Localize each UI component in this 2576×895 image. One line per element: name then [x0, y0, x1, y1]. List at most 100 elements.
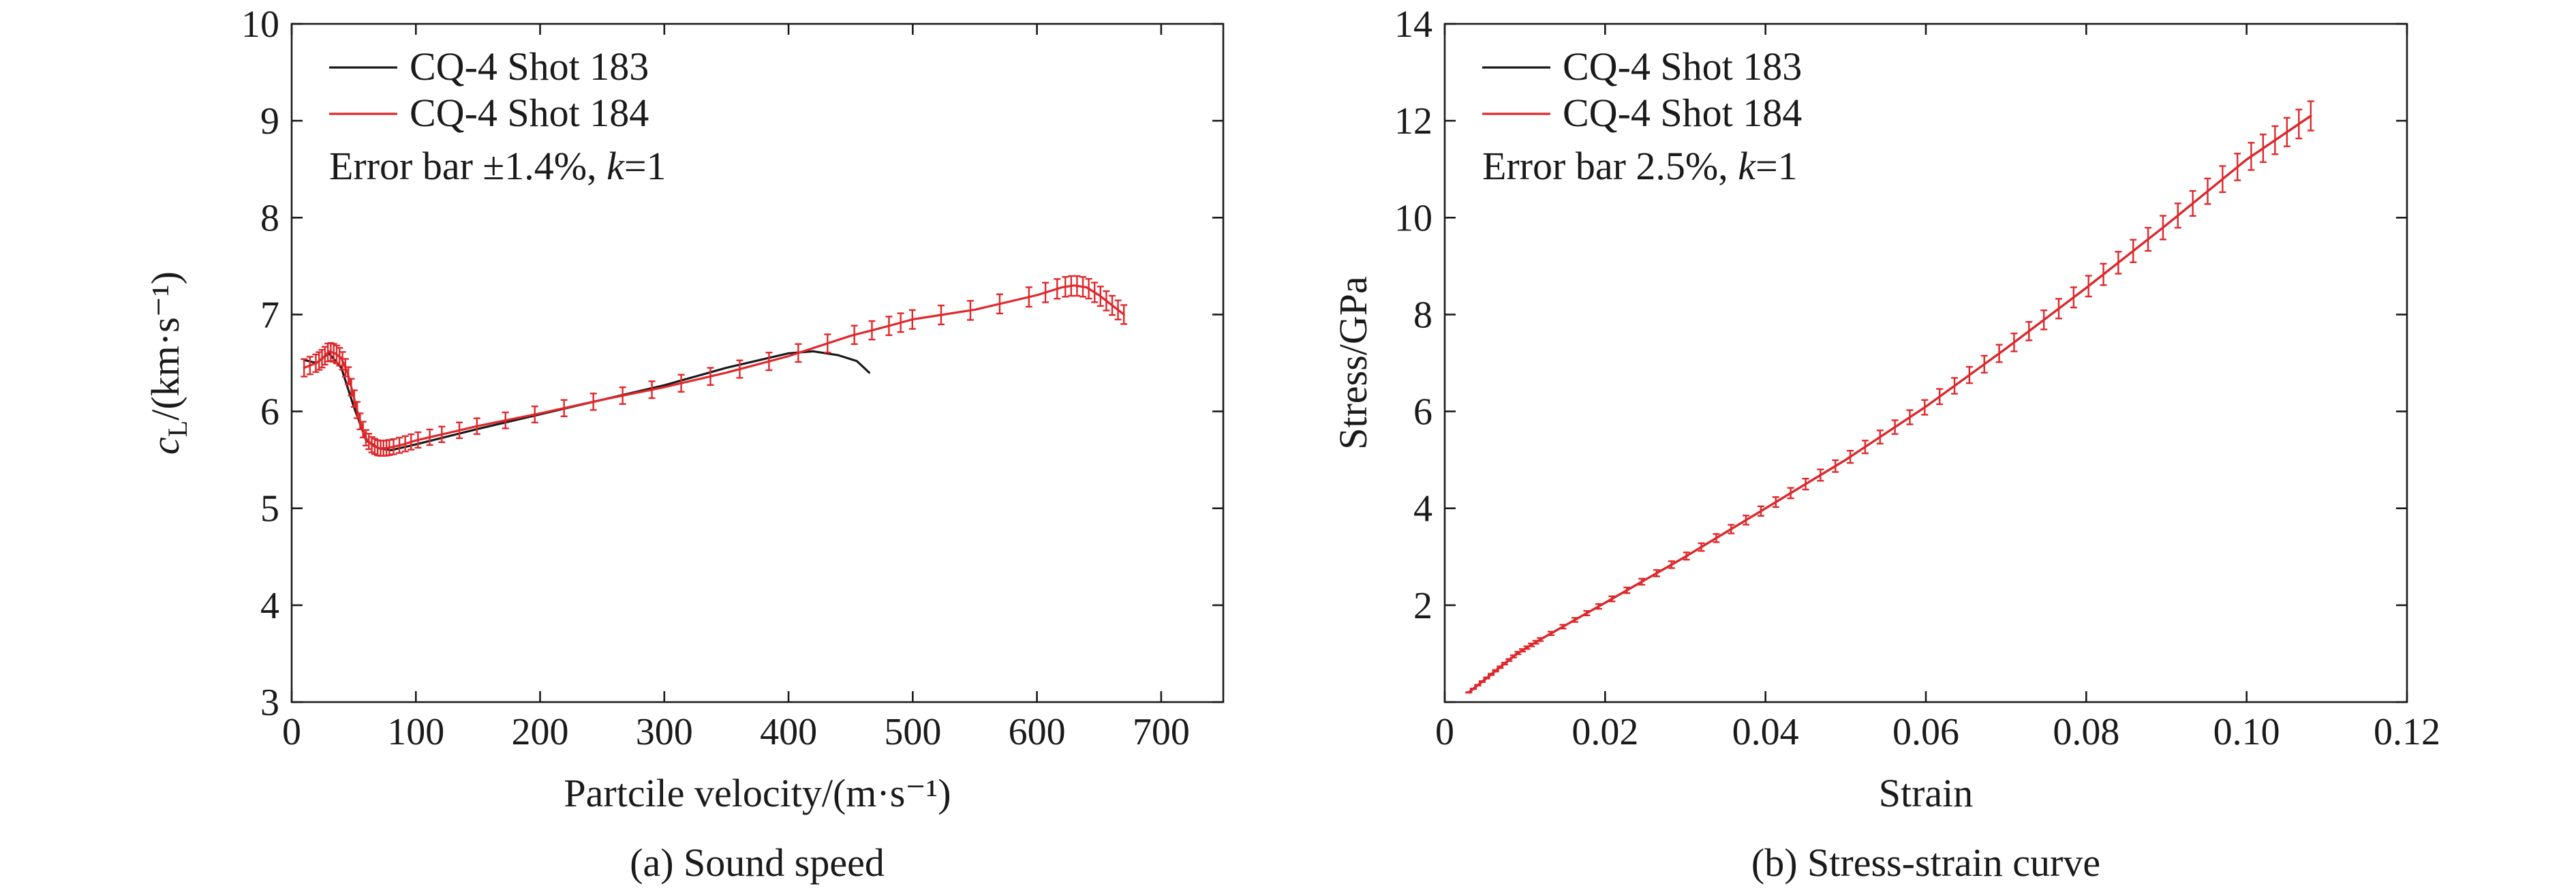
error-bar	[2189, 189, 2196, 217]
error-bar	[868, 320, 876, 341]
error-bar	[2145, 226, 2152, 252]
error-bar	[1097, 286, 1104, 307]
error-bar	[1091, 282, 1099, 303]
error-bar	[1025, 286, 1032, 308]
error-bar	[1936, 388, 1944, 406]
error-bar	[2025, 320, 2033, 342]
error-bar	[885, 316, 893, 336]
error-bar	[1073, 275, 1081, 297]
error-bar	[1079, 276, 1087, 298]
y-tick-label: 14	[1394, 3, 1432, 46]
error-bar	[619, 386, 626, 405]
error-bar	[1571, 617, 1578, 623]
x-tick-label: 0.12	[2374, 711, 2440, 753]
error-bar	[648, 380, 656, 399]
error-bar	[1995, 344, 2003, 363]
error-bar	[1583, 610, 1591, 616]
y-tick-label: 6	[1413, 391, 1432, 434]
error-bar	[2259, 134, 2267, 164]
error-bar	[1951, 377, 1959, 395]
error-bar	[1492, 669, 1499, 673]
error-bar	[502, 411, 509, 429]
y-tick-label: 6	[260, 391, 279, 434]
x-tick-label: 300	[636, 711, 693, 753]
x-tick-label: 700	[1133, 711, 1190, 753]
x-tick-label: 0	[282, 711, 301, 753]
error-bar	[996, 293, 1003, 315]
y-tick-label: 10	[1394, 197, 1432, 239]
error-bar	[2115, 251, 2122, 275]
error-bar	[1114, 299, 1122, 320]
error-bar	[1537, 637, 1544, 642]
error-bar	[1965, 365, 1973, 384]
legend-item: CQ-4 Shot 183	[1482, 44, 1802, 89]
error-bar	[414, 431, 422, 449]
error-bar	[1817, 468, 1824, 482]
error-bar	[850, 324, 858, 345]
error-bar	[765, 351, 773, 371]
stress-strain-chart: 0 0.02 0.04 0.06 0.08 0.10 0.12 2 4 6 8 10 12 14 Strai…	[1331, 3, 2440, 885]
error-bar	[1757, 505, 1764, 517]
error-bar	[795, 343, 802, 363]
error-bar	[589, 393, 597, 411]
error-bar	[1488, 673, 1495, 676]
error-bar	[2070, 286, 2077, 309]
y-axis-title: Stress/GPa	[1331, 276, 1375, 450]
x-tick-label: 600	[1009, 711, 1066, 753]
error-bar	[531, 405, 538, 424]
y-tick-label: 2	[1413, 585, 1432, 627]
error-bar	[1559, 624, 1567, 630]
error-bar	[396, 436, 403, 454]
series-2	[1465, 100, 2314, 694]
x-tick-label: 100	[387, 711, 444, 753]
error-bar	[390, 438, 397, 455]
error-bar	[1595, 603, 1602, 610]
series-line	[1467, 115, 2312, 694]
error-bar	[937, 304, 945, 326]
error-bar	[1474, 684, 1482, 687]
error-bar	[1062, 276, 1069, 298]
error-bar	[2295, 108, 2303, 140]
error-bar	[1608, 595, 1616, 603]
plot-frame	[290, 22, 1225, 703]
legend-item: CQ-4 Shot 184	[1482, 91, 1802, 135]
y-tick-label: 8	[1413, 294, 1432, 336]
error-bar	[1876, 429, 1884, 445]
error-bar	[301, 358, 308, 378]
error-bar	[1085, 277, 1092, 300]
error-bar	[1042, 282, 1049, 303]
error-bar	[1743, 515, 1750, 526]
error-bar	[2040, 309, 2048, 331]
x-axis-title: Partcile velocity/(m·s⁻¹)	[564, 771, 951, 815]
error-bar	[1772, 496, 1779, 509]
error-bar	[2204, 177, 2211, 205]
legend-label: CQ-4 Shot 184	[410, 91, 649, 135]
error-bar	[1980, 354, 1988, 374]
x-tick-label: 0.08	[2053, 711, 2119, 753]
x-tick-label: 0	[1435, 711, 1454, 753]
y-axis-title: cL/(km·s⁻¹)	[143, 271, 193, 455]
error-bar	[2085, 275, 2092, 298]
error-bar	[1698, 542, 1705, 552]
error-bar	[736, 359, 743, 379]
error-bar	[2159, 215, 2166, 241]
x-tick-label: 0.04	[1732, 711, 1799, 753]
error-bar	[1638, 577, 1646, 586]
legend-item: CQ-4 Shot 184	[329, 91, 649, 135]
error-bar	[1501, 661, 1508, 666]
error-bar	[1478, 680, 1486, 683]
error-bar	[438, 425, 446, 443]
y-tick-label: 10	[241, 3, 279, 46]
legend-label: CQ-4 Shot 184	[1563, 91, 1802, 135]
series-line	[1467, 115, 2312, 694]
legend-label: CQ-4 Shot 183	[1563, 44, 1802, 89]
error-bar	[1802, 477, 1809, 491]
y-tick-label: 5	[260, 488, 279, 530]
x-tick-label: 200	[512, 711, 569, 753]
error-bar	[1469, 687, 1477, 691]
error-bar	[1921, 399, 1929, 416]
error-bar	[456, 421, 463, 440]
error-bar	[1505, 658, 1513, 663]
x-axis-title: Strain	[1879, 771, 1974, 815]
